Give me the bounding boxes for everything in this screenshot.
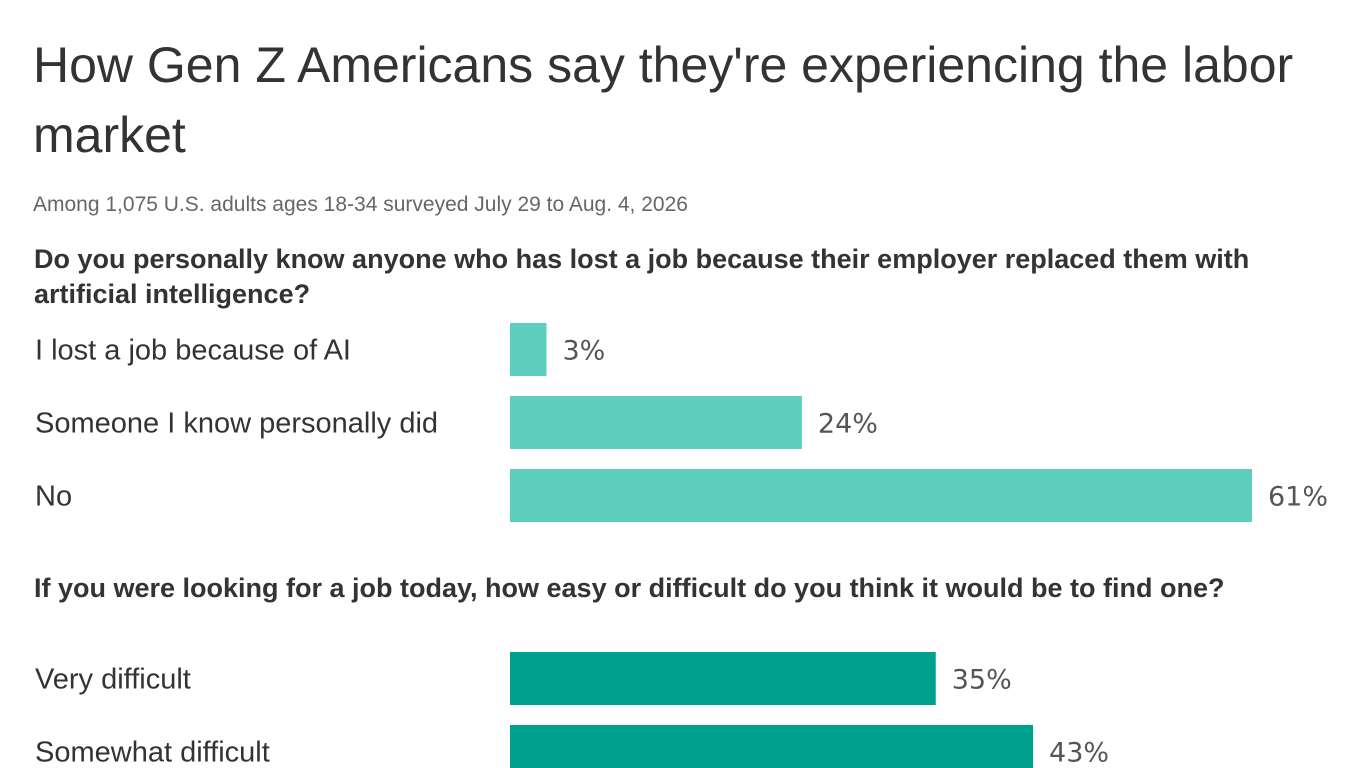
chart-title: How Gen Z Americans say they're experien… bbox=[33, 37, 1294, 163]
category-label: Someone I know personally did bbox=[35, 408, 438, 440]
category-label: No bbox=[35, 481, 72, 513]
category-label: Somewhat difficult bbox=[35, 737, 270, 768]
value-label: 35% bbox=[952, 665, 1012, 696]
question-2: If you were looking for a job today, how… bbox=[34, 573, 1225, 603]
value-label: 24% bbox=[818, 409, 878, 440]
value-label: 43% bbox=[1049, 738, 1109, 768]
chart-subtitle: Among 1,075 U.S. adults ages 18-34 surve… bbox=[33, 193, 688, 216]
category-label: Very difficult bbox=[35, 664, 191, 696]
bar bbox=[510, 396, 802, 449]
question-1: Do you personally know anyone who has lo… bbox=[34, 244, 1250, 309]
bar bbox=[510, 469, 1252, 522]
value-label: 61% bbox=[1268, 482, 1328, 513]
bar bbox=[510, 725, 1034, 768]
bar bbox=[510, 323, 547, 376]
bar bbox=[510, 652, 936, 705]
category-label: I lost a job because of AI bbox=[35, 335, 351, 367]
value-label: 3% bbox=[562, 336, 605, 367]
